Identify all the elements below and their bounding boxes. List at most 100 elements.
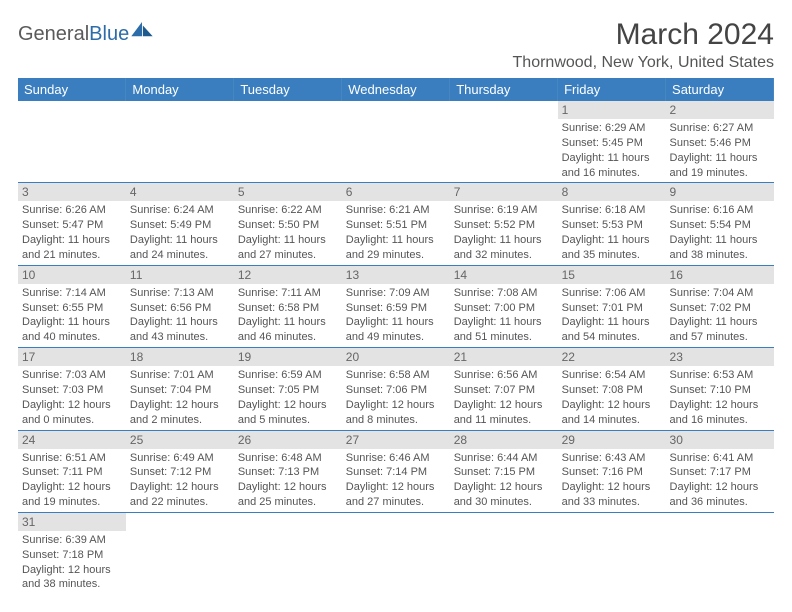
day-info: Sunrise: 7:08 AMSunset: 7:00 PMDaylight:… <box>450 284 558 347</box>
daylight: Daylight: 11 hours and 46 minutes. <box>238 315 338 345</box>
sunrise: Sunrise: 6:58 AM <box>346 368 446 383</box>
daylight: Daylight: 12 hours and 16 minutes. <box>670 398 770 428</box>
sunset: Sunset: 5:45 PM <box>562 136 662 151</box>
daylight: Daylight: 12 hours and 38 minutes. <box>22 563 122 593</box>
weekday-header: Thursday <box>450 78 558 101</box>
sunset: Sunset: 7:00 PM <box>454 301 554 316</box>
daylight: Daylight: 11 hours and 27 minutes. <box>238 233 338 263</box>
daylight: Daylight: 11 hours and 19 minutes. <box>670 151 770 181</box>
calendar-cell: 27 Sunrise: 6:46 AMSunset: 7:14 PMDayligh… <box>342 430 450 512</box>
sunrise: Sunrise: 7:03 AM <box>22 368 122 383</box>
daylight: Daylight: 12 hours and 0 minutes. <box>22 398 122 428</box>
sunrise: Sunrise: 6:44 AM <box>454 451 554 466</box>
calendar-cell-empty <box>126 512 234 594</box>
day-number: 12 <box>234 266 342 284</box>
sunrise: Sunrise: 6:46 AM <box>346 451 446 466</box>
calendar-cell: 22Sunrise: 6:54 AMSunset: 7:08 PMDayligh… <box>558 348 666 430</box>
day-info: Sunrise: 6:24 AMSunset: 5:49 PMDaylight:… <box>126 201 234 264</box>
day-number: 3 <box>18 183 126 201</box>
calendar-cell: 13Sunrise: 7:09 AMSunset: 6:59 PMDayligh… <box>342 265 450 347</box>
calendar-cell: 3Sunrise: 6:26 AMSunset: 5:47 PMDaylight… <box>18 183 126 265</box>
calendar-cell: 30Sunrise: 6:41 AMSunset: 7:17 PMDayligh… <box>666 430 774 512</box>
day-info: Sunrise: 6:22 AMSunset: 5:50 PMDaylight:… <box>234 201 342 264</box>
weekday-header: Monday <box>126 78 234 101</box>
calendar-table: SundayMondayTuesdayWednesdayThursdayFrid… <box>18 78 774 594</box>
calendar-cell: 10Sunrise: 7:14 AMSunset: 6:55 PMDayligh… <box>18 265 126 347</box>
day-number: 16 <box>666 266 774 284</box>
sunset: Sunset: 7:16 PM <box>562 465 662 480</box>
calendar-cell: 2Sunrise: 6:27 AMSunset: 5:46 PMDaylight… <box>666 101 774 183</box>
sunrise: Sunrise: 6:27 AM <box>670 121 770 136</box>
calendar-row: 17Sunrise: 7:03 AMSunset: 7:03 PMDayligh… <box>18 348 774 430</box>
daylight: Daylight: 12 hours and 22 minutes. <box>130 480 230 510</box>
sunset: Sunset: 6:59 PM <box>346 301 446 316</box>
day-number: 27 <box>342 431 450 449</box>
calendar-cell: 26Sunrise: 6:48 AMSunset: 7:13 PMDayligh… <box>234 430 342 512</box>
sunset: Sunset: 5:54 PM <box>670 218 770 233</box>
sunset: Sunset: 7:12 PM <box>130 465 230 480</box>
sunset: Sunset: 7:07 PM <box>454 383 554 398</box>
day-number: 11 <box>126 266 234 284</box>
sunrise: Sunrise: 6:56 AM <box>454 368 554 383</box>
day-info: Sunrise: 7:06 AMSunset: 7:01 PMDaylight:… <box>558 284 666 347</box>
calendar-cell: 25Sunrise: 6:49 AMSunset: 7:12 PMDayligh… <box>126 430 234 512</box>
sunset: Sunset: 7:04 PM <box>130 383 230 398</box>
day-info: Sunrise: 6:59 AMSunset: 7:05 PMDaylight:… <box>234 366 342 429</box>
sunrise: Sunrise: 6:26 AM <box>22 203 122 218</box>
calendar-row: 10Sunrise: 7:14 AMSunset: 6:55 PMDayligh… <box>18 265 774 347</box>
sunset: Sunset: 7:14 PM <box>346 465 446 480</box>
sunrise: Sunrise: 6:22 AM <box>238 203 338 218</box>
sunset: Sunset: 6:58 PM <box>238 301 338 316</box>
calendar-cell-empty <box>342 512 450 594</box>
sunset: Sunset: 7:03 PM <box>22 383 122 398</box>
daylight: Daylight: 12 hours and 30 minutes. <box>454 480 554 510</box>
calendar-cell-empty <box>126 101 234 183</box>
weekday-header: Friday <box>558 78 666 101</box>
day-info: Sunrise: 6:58 AMSunset: 7:06 PMDaylight:… <box>342 366 450 429</box>
day-number: 8 <box>558 183 666 201</box>
sunrise: Sunrise: 7:11 AM <box>238 286 338 301</box>
sunset: Sunset: 5:50 PM <box>238 218 338 233</box>
calendar-body: 1Sunrise: 6:29 AMSunset: 5:45 PMDaylight… <box>18 101 774 594</box>
daylight: Daylight: 12 hours and 36 minutes. <box>670 480 770 510</box>
daylight: Daylight: 11 hours and 32 minutes. <box>454 233 554 263</box>
sunset: Sunset: 6:55 PM <box>22 301 122 316</box>
daylight: Daylight: 12 hours and 11 minutes. <box>454 398 554 428</box>
day-number: 17 <box>18 348 126 366</box>
daylight: Daylight: 11 hours and 49 minutes. <box>346 315 446 345</box>
day-number: 30 <box>666 431 774 449</box>
logo-part2: Blue <box>89 23 129 45</box>
day-number: 2 <box>666 101 774 119</box>
day-info: Sunrise: 6:26 AMSunset: 5:47 PMDaylight:… <box>18 201 126 264</box>
title-block: March 2024 Thornwood, New York, United S… <box>513 18 774 72</box>
daylight: Daylight: 11 hours and 24 minutes. <box>130 233 230 263</box>
day-number: 28 <box>450 431 558 449</box>
sunrise: Sunrise: 6:53 AM <box>670 368 770 383</box>
daylight: Daylight: 12 hours and 27 minutes. <box>346 480 446 510</box>
calendar-cell: 15Sunrise: 7:06 AMSunset: 7:01 PMDayligh… <box>558 265 666 347</box>
sunrise: Sunrise: 6:24 AM <box>130 203 230 218</box>
calendar-cell: 29Sunrise: 6:43 AMSunset: 7:16 PMDayligh… <box>558 430 666 512</box>
weekday-header: Wednesday <box>342 78 450 101</box>
calendar-cell: 19Sunrise: 6:59 AMSunset: 7:05 PMDayligh… <box>234 348 342 430</box>
calendar-cell: 18Sunrise: 7:01 AMSunset: 7:04 PMDayligh… <box>126 348 234 430</box>
sunrise: Sunrise: 6:49 AM <box>130 451 230 466</box>
daylight: Daylight: 12 hours and 2 minutes. <box>130 398 230 428</box>
logo-sail-icon <box>131 22 153 38</box>
calendar-cell: 16Sunrise: 7:04 AMSunset: 7:02 PMDayligh… <box>666 265 774 347</box>
calendar-cell-empty <box>450 512 558 594</box>
calendar-cell: 23Sunrise: 6:53 AMSunset: 7:10 PMDayligh… <box>666 348 774 430</box>
sunrise: Sunrise: 7:13 AM <box>130 286 230 301</box>
day-info: Sunrise: 7:13 AMSunset: 6:56 PMDaylight:… <box>126 284 234 347</box>
calendar-cell: 12 Sunrise: 7:11 AMSunset: 6:58 PMDayligh… <box>234 265 342 347</box>
month-title: March 2024 <box>513 18 774 52</box>
calendar-row: 1Sunrise: 6:29 AMSunset: 5:45 PMDaylight… <box>18 101 774 183</box>
weekday-row: SundayMondayTuesdayWednesdayThursdayFrid… <box>18 78 774 101</box>
day-info: Sunrise: 6:18 AMSunset: 5:53 PMDaylight:… <box>558 201 666 264</box>
day-number: 5 <box>234 183 342 201</box>
day-number: 19 <box>234 348 342 366</box>
daylight: Daylight: 11 hours and 54 minutes. <box>562 315 662 345</box>
sunrise: Sunrise: 6:39 AM <box>22 533 122 548</box>
calendar-cell: 8Sunrise: 6:18 AMSunset: 5:53 PMDaylight… <box>558 183 666 265</box>
daylight: Daylight: 12 hours and 8 minutes. <box>346 398 446 428</box>
